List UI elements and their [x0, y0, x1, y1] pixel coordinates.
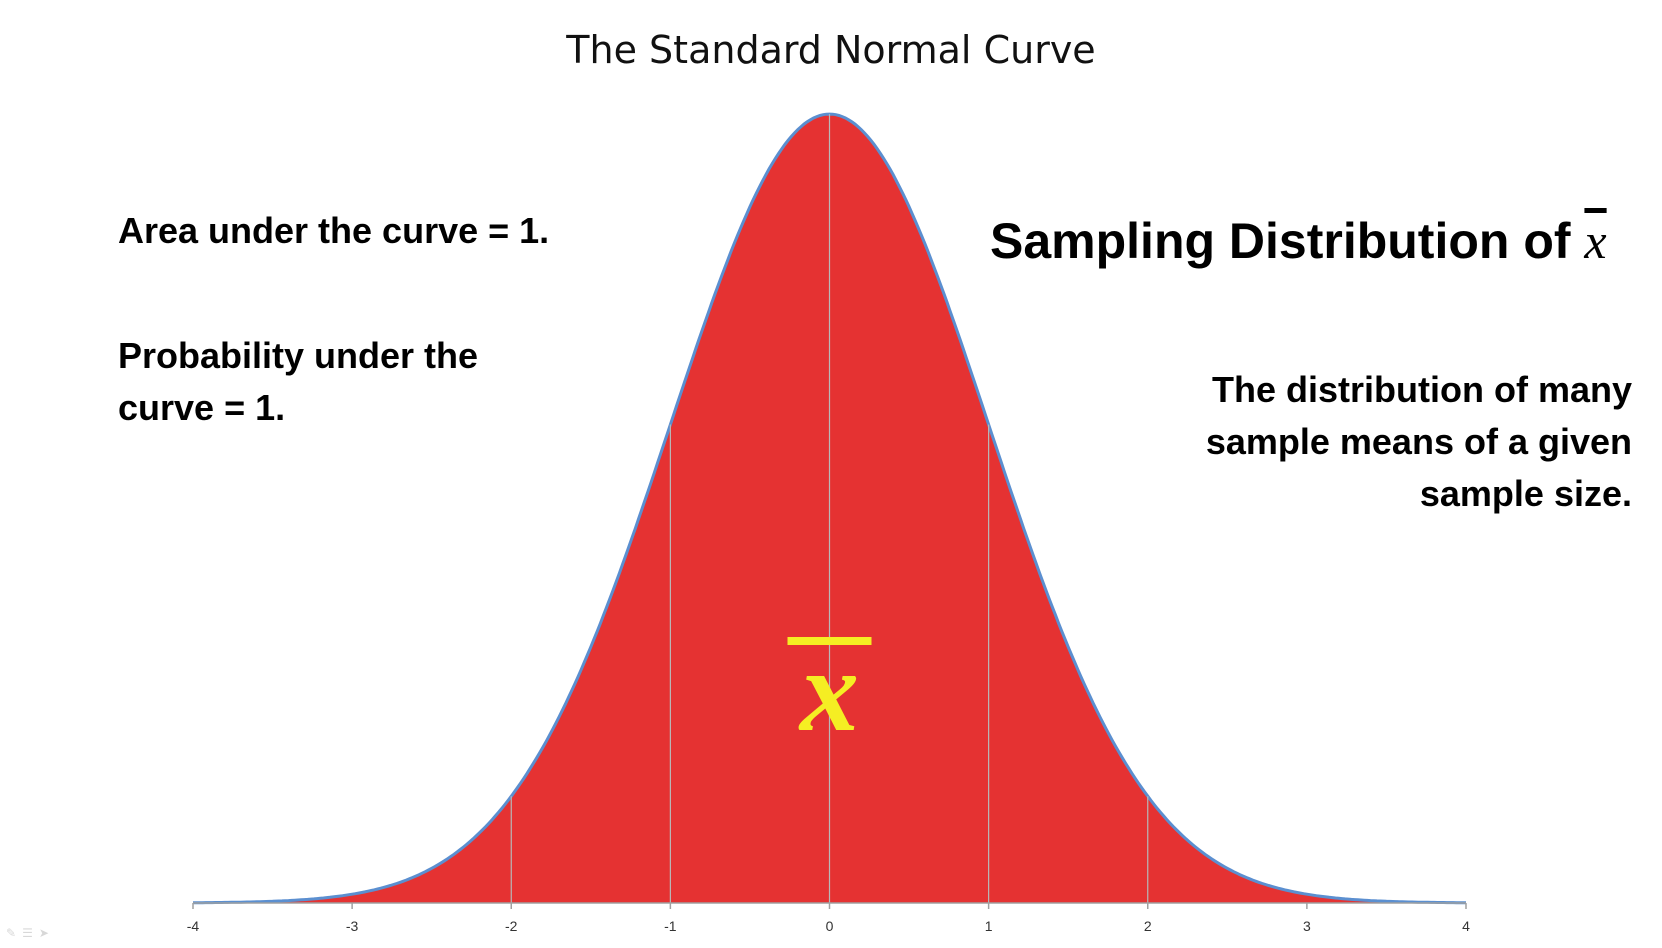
x-tick-label: -2 [505, 918, 518, 934]
center-xbar-symbol: x [798, 625, 859, 756]
x-tick-label: 3 [1303, 918, 1311, 934]
sampling-xbar-symbol: x [1584, 213, 1607, 269]
menu-icon[interactable]: ☰ [22, 926, 39, 940]
x-tick-label: 0 [826, 918, 834, 934]
note-distribution-description: The distribution of many sample means of… [1205, 369, 1632, 514]
note-area-under-curve: Area under the curve = 1. [118, 210, 550, 251]
corner-toolbar: ✎☰➤ [6, 926, 55, 940]
gridlines [510, 114, 1149, 903]
x-tick-label: 2 [1144, 918, 1152, 934]
x-tick-label: -4 [187, 918, 200, 934]
note-sampling-distribution: Sampling Distribution of x [990, 212, 1607, 270]
center-xbar-overline [787, 637, 872, 645]
sampling-prefix: Sampling Distribution of [990, 213, 1585, 269]
x-tick-label: -3 [346, 918, 359, 934]
x-tick-label: 1 [985, 918, 993, 934]
x-tick-label: -1 [664, 918, 677, 934]
pen-icon[interactable]: ✎ [6, 926, 23, 940]
pointer-icon[interactable]: ➤ [38, 926, 55, 940]
x-axis: -4 -3 -2 -1 0 1 2 3 4 [187, 902, 1470, 934]
chart-title: The Standard Normal Curve [565, 28, 1095, 72]
note-probability-under-curve: Probability under the curve = 1. [118, 335, 479, 428]
x-tick-label: 4 [1462, 918, 1470, 934]
